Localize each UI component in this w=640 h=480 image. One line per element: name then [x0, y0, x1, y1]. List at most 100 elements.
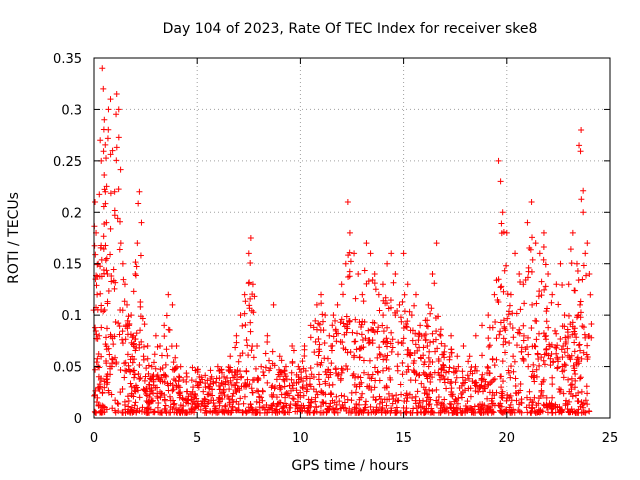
noise-point	[312, 338, 319, 345]
noise-point	[565, 409, 572, 416]
noise-point	[400, 324, 407, 331]
noise-point	[140, 343, 147, 350]
spike-point	[409, 327, 416, 334]
spike-point	[329, 342, 336, 349]
spike-point	[491, 362, 498, 369]
spike-point	[498, 220, 505, 227]
noise-point	[147, 406, 154, 413]
noise-point	[549, 381, 556, 388]
spike-point	[172, 377, 179, 384]
noise-point	[314, 361, 321, 368]
noise-point	[370, 394, 377, 401]
spike-point	[588, 320, 595, 327]
spike-point	[115, 134, 122, 141]
data-point	[582, 250, 589, 257]
spike-point	[294, 392, 301, 399]
data-point	[512, 250, 519, 257]
spike-point	[163, 373, 170, 380]
noise-point	[375, 324, 382, 331]
spike-point	[562, 334, 569, 341]
noise-point	[146, 399, 153, 406]
spike-point	[92, 366, 99, 373]
spike-point	[101, 171, 108, 178]
noise-point	[390, 396, 397, 403]
noise-point	[303, 388, 310, 395]
noise-point	[136, 376, 143, 383]
spike-point	[107, 225, 114, 232]
data-point	[104, 271, 111, 277]
spike-point	[254, 376, 261, 383]
noise-point	[531, 408, 538, 415]
noise-point	[452, 409, 459, 416]
spike-point	[247, 295, 254, 302]
spike-point	[358, 331, 365, 338]
spike-point	[245, 352, 252, 359]
noise-point	[347, 349, 354, 356]
noise-point	[307, 364, 314, 371]
spike-point	[405, 346, 412, 353]
spike-point	[377, 351, 384, 358]
noise-point	[105, 389, 112, 396]
noise-point	[410, 405, 417, 412]
spike-point	[465, 358, 472, 365]
noise-point	[529, 404, 536, 411]
noise-point	[230, 390, 237, 397]
noise-point	[344, 366, 351, 373]
spike-point	[365, 278, 372, 285]
data-point	[157, 343, 164, 349]
noise-point	[331, 409, 338, 416]
spike-point	[100, 148, 107, 155]
spike-point	[346, 318, 353, 325]
noise-point	[564, 352, 571, 359]
noise-point	[440, 401, 447, 408]
noise-point	[528, 324, 535, 331]
noise-point	[526, 388, 533, 395]
y-tick-label: 0.15	[53, 258, 82, 273]
data-point	[97, 137, 104, 144]
spike-point	[496, 331, 503, 338]
spike-point	[107, 190, 114, 197]
noise-point	[357, 407, 364, 414]
spike-point	[100, 245, 107, 252]
noise-point	[301, 405, 308, 412]
spike-point	[176, 390, 183, 397]
noise-point	[434, 345, 441, 352]
noise-point	[237, 368, 244, 375]
noise-point	[297, 406, 304, 413]
data-point	[485, 312, 492, 319]
noise-point	[329, 405, 336, 412]
spike-point	[485, 365, 492, 372]
spike-point	[95, 373, 102, 380]
noise-point	[372, 409, 379, 416]
data-point	[528, 199, 535, 205]
spike-point	[127, 380, 134, 387]
spike-point	[505, 308, 512, 315]
spike-point	[370, 327, 377, 334]
spike-point	[242, 322, 249, 329]
noise-point	[112, 319, 119, 326]
spike-point	[557, 336, 564, 343]
noise-point	[356, 381, 363, 388]
spike-point	[404, 363, 411, 370]
noise-point	[338, 392, 345, 399]
data-point	[322, 312, 329, 319]
noise-point	[490, 400, 497, 407]
data-point	[441, 343, 448, 349]
spike-point	[504, 291, 511, 298]
spike-point	[94, 335, 101, 342]
noise-point	[507, 374, 514, 381]
noise-point	[387, 340, 394, 347]
spike-point	[467, 368, 474, 375]
noise-point	[179, 409, 186, 416]
x-tick-label: 15	[395, 431, 412, 446]
spike-point	[163, 312, 170, 319]
noise-point	[252, 365, 259, 372]
noise-point	[562, 362, 569, 369]
noise-point	[225, 409, 232, 416]
noise-point	[300, 402, 307, 409]
noise-point	[169, 381, 176, 388]
noise-point	[119, 328, 126, 335]
noise-point	[216, 402, 223, 409]
spike-point	[301, 346, 308, 353]
spike-point	[264, 338, 271, 345]
